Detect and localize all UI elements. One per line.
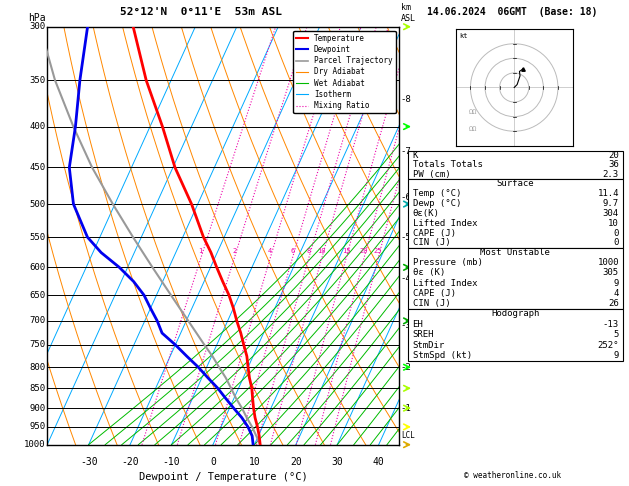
- Text: 10: 10: [608, 219, 619, 227]
- Text: kt: kt: [459, 33, 467, 39]
- Text: θε (K): θε (K): [413, 268, 445, 278]
- Text: 350: 350: [30, 76, 45, 85]
- Text: CAPE (J): CAPE (J): [413, 289, 455, 298]
- Text: 900: 900: [30, 403, 45, 413]
- Text: 500: 500: [30, 200, 45, 208]
- Text: 550: 550: [30, 233, 45, 242]
- Text: Surface: Surface: [496, 179, 534, 188]
- Text: 10: 10: [248, 457, 260, 467]
- Text: 11.4: 11.4: [598, 189, 619, 198]
- Text: 5: 5: [613, 330, 619, 339]
- Text: Hodograph: Hodograph: [491, 309, 539, 318]
- Text: 1000: 1000: [24, 440, 45, 449]
- Text: EH: EH: [413, 319, 423, 329]
- Text: -2: -2: [401, 363, 411, 372]
- Text: -10: -10: [163, 457, 181, 467]
- Text: Pressure (mb): Pressure (mb): [413, 258, 482, 267]
- Text: 800: 800: [30, 363, 45, 372]
- Text: -5: -5: [401, 233, 411, 242]
- Text: PW (cm): PW (cm): [413, 170, 450, 179]
- Text: 1000: 1000: [598, 258, 619, 267]
- Text: -4: -4: [401, 274, 411, 283]
- Text: 9: 9: [613, 278, 619, 288]
- Text: 40: 40: [373, 457, 384, 467]
- Text: 2: 2: [232, 247, 237, 254]
- Text: Mixing Ratio (g/kg): Mixing Ratio (g/kg): [415, 188, 423, 283]
- Text: Temp (°C): Temp (°C): [413, 189, 461, 198]
- Text: 14.06.2024  06GMT  (Base: 18): 14.06.2024 06GMT (Base: 18): [428, 7, 598, 17]
- Text: -3: -3: [401, 321, 411, 330]
- Text: -20: -20: [121, 457, 139, 467]
- Text: 20: 20: [608, 151, 619, 160]
- Text: 15: 15: [342, 247, 350, 254]
- Text: ΩΩ: ΩΩ: [469, 109, 477, 115]
- Text: 52°12'N  0°11'E  53m ASL: 52°12'N 0°11'E 53m ASL: [120, 7, 282, 17]
- Text: 10: 10: [318, 247, 326, 254]
- Text: 252°: 252°: [598, 341, 619, 350]
- Text: CIN (J): CIN (J): [413, 299, 450, 308]
- Text: 36: 36: [608, 160, 619, 169]
- Text: 750: 750: [30, 340, 45, 349]
- Text: 8: 8: [306, 247, 311, 254]
- Text: 0: 0: [613, 228, 619, 238]
- Text: 25: 25: [374, 247, 382, 254]
- Text: SREH: SREH: [413, 330, 434, 339]
- Text: 20: 20: [290, 457, 302, 467]
- Text: 650: 650: [30, 291, 45, 300]
- Text: StmSpd (kt): StmSpd (kt): [413, 351, 472, 360]
- Text: θε(K): θε(K): [413, 208, 440, 218]
- Text: Most Unstable: Most Unstable: [480, 248, 550, 257]
- Text: 6: 6: [290, 247, 294, 254]
- Text: K: K: [413, 151, 418, 160]
- Text: 850: 850: [30, 384, 45, 393]
- Text: -1: -1: [401, 403, 411, 413]
- Text: 305: 305: [603, 268, 619, 278]
- Text: 304: 304: [603, 208, 619, 218]
- Text: -7: -7: [401, 147, 411, 156]
- Text: -6: -6: [401, 192, 411, 202]
- Text: 9.7: 9.7: [603, 199, 619, 208]
- Text: -8: -8: [401, 95, 411, 104]
- Text: -13: -13: [603, 319, 619, 329]
- Text: CAPE (J): CAPE (J): [413, 228, 455, 238]
- Text: 700: 700: [30, 316, 45, 325]
- Text: 450: 450: [30, 163, 45, 172]
- Text: Lifted Index: Lifted Index: [413, 278, 477, 288]
- Text: 4: 4: [268, 247, 272, 254]
- Text: -30: -30: [80, 457, 97, 467]
- Text: 950: 950: [30, 422, 45, 432]
- Text: 0: 0: [210, 457, 216, 467]
- Text: Totals Totals: Totals Totals: [413, 160, 482, 169]
- Text: Lifted Index: Lifted Index: [413, 219, 477, 227]
- Text: 600: 600: [30, 263, 45, 272]
- Text: 1: 1: [199, 247, 203, 254]
- Text: 9: 9: [613, 351, 619, 360]
- Text: 300: 300: [30, 22, 45, 31]
- Text: 20: 20: [360, 247, 368, 254]
- Legend: Temperature, Dewpoint, Parcel Trajectory, Dry Adiabat, Wet Adiabat, Isotherm, Mi: Temperature, Dewpoint, Parcel Trajectory…: [293, 31, 396, 113]
- Text: LCL: LCL: [401, 432, 415, 440]
- Text: 30: 30: [331, 457, 343, 467]
- Text: ΩΩ: ΩΩ: [469, 126, 477, 132]
- Text: 4: 4: [613, 289, 619, 298]
- Text: 26: 26: [608, 299, 619, 308]
- Text: 0: 0: [613, 239, 619, 247]
- Text: km
ASL: km ASL: [401, 3, 416, 22]
- Text: 400: 400: [30, 122, 45, 131]
- Text: CIN (J): CIN (J): [413, 239, 450, 247]
- Text: Dewp (°C): Dewp (°C): [413, 199, 461, 208]
- Text: hPa: hPa: [28, 13, 45, 22]
- Text: © weatheronline.co.uk: © weatheronline.co.uk: [464, 471, 561, 480]
- Text: StmDir: StmDir: [413, 341, 445, 350]
- Text: Dewpoint / Temperature (°C): Dewpoint / Temperature (°C): [139, 472, 308, 482]
- Text: 2.3: 2.3: [603, 170, 619, 179]
